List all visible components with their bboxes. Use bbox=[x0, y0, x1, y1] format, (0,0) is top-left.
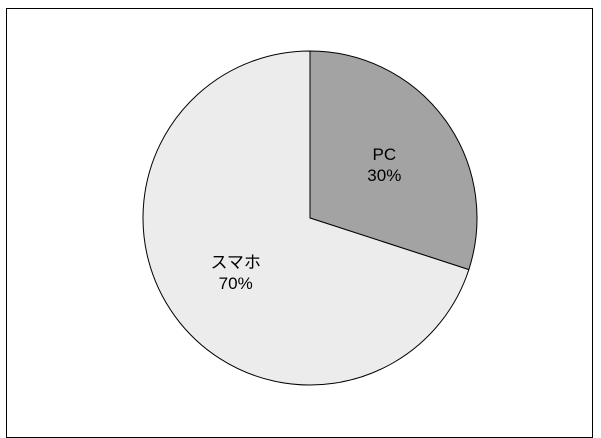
pie-labels: PC 30% スマホ 70% bbox=[210, 145, 401, 293]
pie-slices bbox=[142, 50, 478, 386]
slice-value-label: 30% bbox=[367, 166, 401, 185]
pie-slice-smartphone bbox=[142, 50, 470, 386]
slice-label: PC bbox=[372, 145, 396, 164]
slice-value-label: 70% bbox=[219, 274, 253, 293]
pie-chart: PC 30% スマホ 70% bbox=[142, 50, 478, 386]
pie-slice-pc bbox=[309, 50, 478, 271]
slice-label: スマホ bbox=[210, 253, 261, 272]
